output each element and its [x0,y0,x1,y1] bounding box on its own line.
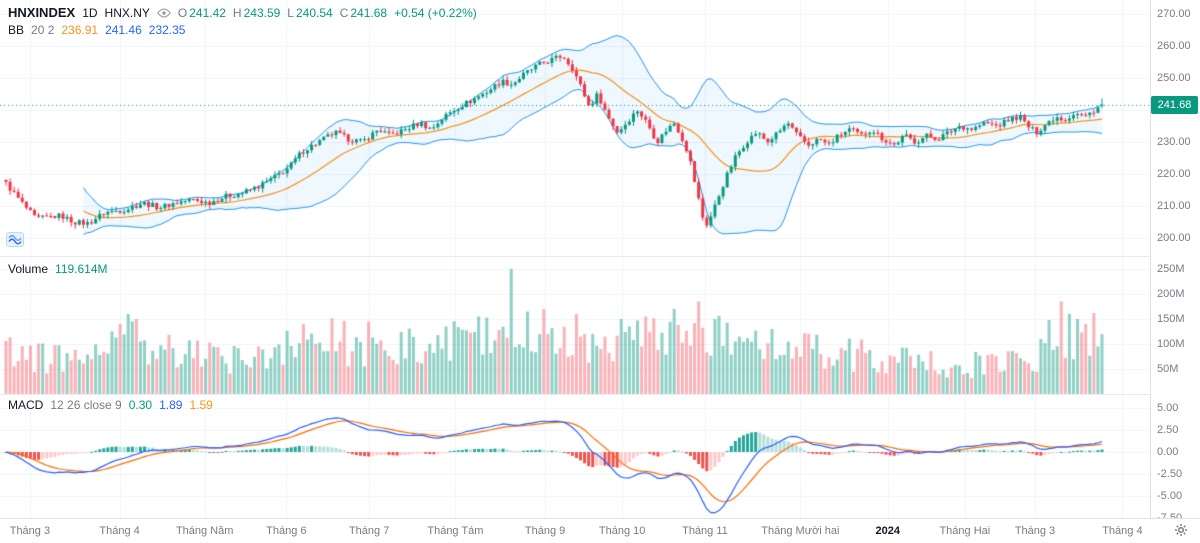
time-tick-label: Tháng 7 [348,525,390,537]
time-tick-label: Tháng 4 [99,525,140,537]
ohlc-close-value: 241.68 [350,5,388,20]
ohlc-close: C 241.68 [340,6,387,20]
volume-tick-label: 150M [1157,313,1185,325]
bb-basis-value: 236.91 [61,23,99,37]
macd-signal-value: 1.59 [189,398,213,412]
visibility-icon[interactable] [157,7,171,19]
macd-tick-label: 2.50 [1157,424,1179,436]
price-tick-label: 260.00 [1157,40,1191,52]
ohlc-high-value: 243.59 [243,5,281,20]
macd-tick-label: -2.50 [1157,468,1183,480]
price-tick-label: 220.00 [1157,168,1191,180]
pane-separator[interactable] [0,256,1200,257]
ohlc-low-label: L [287,5,294,20]
volume-tick-label: 250M [1157,263,1185,275]
price-axis[interactable]: 270.00260.00250.00240.00230.00220.00210.… [1150,0,1200,524]
time-tick-label: Tháng 11 [682,525,728,537]
time-tick-label: Tháng 4 [1102,525,1143,537]
volume-tick-label: 100M [1157,338,1185,350]
bb-lower-value: 232.35 [148,23,186,37]
macd-line-value: 1.89 [159,398,183,412]
volume-name[interactable]: Volume [8,262,49,276]
bb-params: 20 2 [31,23,55,37]
ohlc-close-label: C [339,5,349,20]
volume-legend: Volume 119.614M [8,262,108,276]
volume-value: 119.614M [55,262,108,276]
objects-panel-icon[interactable] [6,232,24,252]
settings-gear-icon[interactable] [1174,523,1188,542]
ohlc-high-label: H [232,5,242,20]
time-tick-label: Tháng Mười hai [761,525,840,537]
price-tick-label: 230.00 [1157,136,1191,148]
volume-tick-label: 200M [1157,288,1185,300]
ohlc-open-value: 241.42 [189,5,226,20]
price-tick-label: 250.00 [1157,72,1191,84]
timeframe-label[interactable]: 1D [82,5,98,20]
time-tick-label: Tháng 6 [266,525,307,537]
macd-legend: MACD 12 26 close 9 0.30 1.89 1.59 [8,398,213,412]
symbol-name[interactable]: HNXINDEX [8,5,76,20]
symbol-legend: HNXINDEX 1D HNX.NY O 241.42 H 243.59 L 240.… [8,5,477,20]
ohlc-open-label: O [177,5,188,20]
macd-tick-label: 0.00 [1157,446,1179,458]
macd-tick-label: -5.00 [1157,490,1183,502]
time-tick-label: Tháng Tám [427,525,484,537]
macd-params: 12 26 close 9 [50,398,122,412]
macd-hist-value: 0.30 [128,398,153,412]
chart-canvas[interactable] [0,0,1150,518]
time-axis[interactable]: Tháng 3 Tháng 4 Tháng Năm Tháng 6 Tháng 7 Thá… [0,518,1200,543]
ohlc-high: H 243.59 [233,6,280,20]
price-tick-label: 210.00 [1157,200,1191,212]
time-tick-label: Tháng 3 [1014,525,1056,537]
time-tick-label: Tháng 10 [598,525,646,537]
bb-name[interactable]: BB [8,23,25,37]
time-tick-label: Tháng Hai [939,525,991,537]
exchange-label[interactable]: HNX.NY [104,5,150,20]
macd-name[interactable]: MACD [8,398,44,412]
bb-upper-value: 241.46 [105,23,142,37]
time-tick-label: 2024 [875,525,901,537]
price-tick-label: 200.00 [1157,232,1191,244]
ohlc-low-value: 240.54 [295,5,333,20]
time-tick-label: Tháng 3 [9,525,51,537]
price-tick-label: 270.00 [1157,8,1191,20]
change-value: +0.54 (+0.22%) [394,5,477,20]
last-price-badge: 241.68 [1151,96,1198,114]
time-tick-label: Tháng 9 [524,525,566,537]
macd-tick-label: 5.00 [1157,402,1179,414]
bb-legend: BB 20 2 236.91 241.46 232.35 [8,23,185,37]
time-tick-label: Tháng Năm [175,525,234,537]
pane-separator[interactable] [0,394,1200,395]
ohlc-open: O 241.42 [178,6,226,20]
volume-tick-label: 50M [1157,363,1179,375]
ohlc-low: L 240.54 [287,6,332,20]
